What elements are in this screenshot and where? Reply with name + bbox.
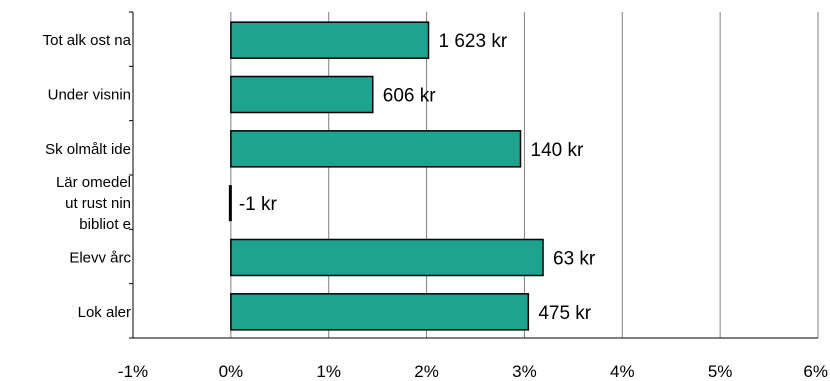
category-label: Tot alk ost na [43, 32, 132, 49]
tick-labels: -1% 0% 1% 2% 3% 4% 5% 6% [118, 362, 828, 381]
x-tick-label: 1% [316, 362, 341, 381]
bar [230, 293, 530, 331]
data-label: -1 kr [239, 194, 278, 215]
category-label: Lok aler [78, 304, 131, 321]
category-label: Elevv årc [69, 250, 131, 267]
bar [230, 130, 522, 168]
data-label: 606 kr [383, 86, 436, 107]
data-label: 140 kr [531, 140, 584, 161]
x-tick-label: 0% [219, 362, 244, 381]
data-labels: 1 623 kr 606 kr 140 kr -1 kr 63 kr 475 kr [239, 31, 596, 324]
category-label: Under visnin [48, 87, 131, 104]
x-tick-label: 6% [803, 362, 828, 381]
category-label: bibliot e [79, 216, 131, 233]
data-label: 63 kr [553, 249, 596, 270]
bars [228, 21, 544, 331]
bar [230, 238, 544, 277]
category-label: ut rust nin [65, 195, 131, 212]
x-tick-label: 4% [610, 362, 635, 381]
x-tick-label: 2% [414, 362, 439, 381]
data-label: 475 kr [538, 303, 591, 324]
data-label: 1 623 kr [439, 31, 508, 52]
axes [129, 11, 818, 339]
category-label: Sk olmålt ide [45, 141, 131, 158]
x-tick-label: 3% [512, 362, 537, 381]
gridlines [230, 12, 819, 338]
bar [230, 21, 430, 59]
bar [228, 185, 232, 222]
category-labels: Tot alk ost na Under visnin Sk olmålt ide L… [43, 32, 132, 321]
bar [230, 75, 374, 114]
x-tick-label: 5% [708, 362, 733, 381]
category-label: Lär omedel [56, 174, 131, 191]
x-tick-label: -1% [118, 362, 148, 381]
